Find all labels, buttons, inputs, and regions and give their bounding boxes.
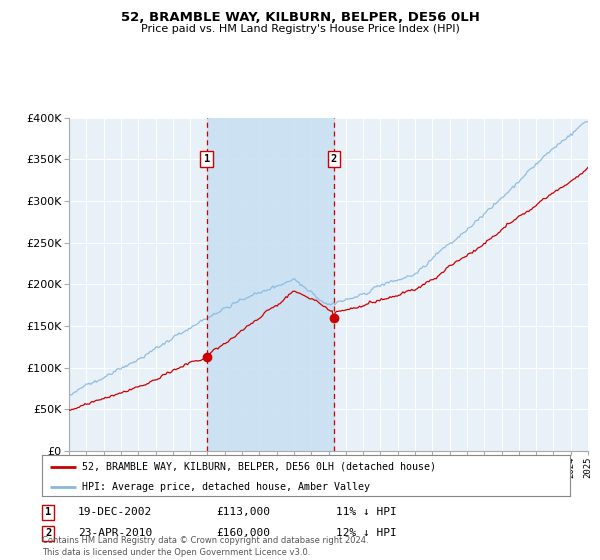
Text: 19-DEC-2002: 19-DEC-2002 <box>78 507 152 517</box>
Text: Price paid vs. HM Land Registry's House Price Index (HPI): Price paid vs. HM Land Registry's House … <box>140 24 460 34</box>
Text: 52, BRAMBLE WAY, KILBURN, BELPER, DE56 0LH (detached house): 52, BRAMBLE WAY, KILBURN, BELPER, DE56 0… <box>82 461 436 472</box>
Text: Contains HM Land Registry data © Crown copyright and database right 2024.
This d: Contains HM Land Registry data © Crown c… <box>42 536 368 557</box>
Text: 52, BRAMBLE WAY, KILBURN, BELPER, DE56 0LH: 52, BRAMBLE WAY, KILBURN, BELPER, DE56 0… <box>121 11 479 24</box>
Text: 2: 2 <box>331 154 337 164</box>
Text: 1: 1 <box>203 154 210 164</box>
Text: 11% ↓ HPI: 11% ↓ HPI <box>336 507 397 517</box>
Text: 23-APR-2010: 23-APR-2010 <box>78 528 152 538</box>
Text: 1: 1 <box>45 507 51 517</box>
Text: HPI: Average price, detached house, Amber Valley: HPI: Average price, detached house, Ambe… <box>82 482 370 492</box>
Text: 12% ↓ HPI: 12% ↓ HPI <box>336 528 397 538</box>
Text: £160,000: £160,000 <box>216 528 270 538</box>
Bar <box>207 118 334 451</box>
Text: £113,000: £113,000 <box>216 507 270 517</box>
Text: 2: 2 <box>45 528 51 538</box>
